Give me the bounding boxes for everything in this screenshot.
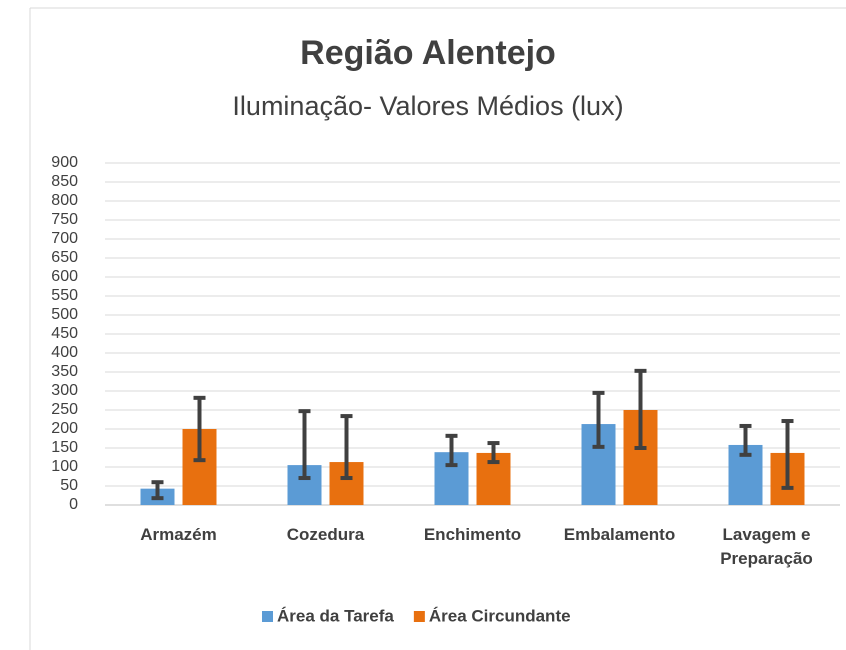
- x-tick-label: Embalamento: [563, 525, 676, 544]
- y-tick-label: 350: [51, 363, 78, 380]
- y-tick-label: 800: [51, 192, 78, 209]
- x-tick-label: Enchimento: [423, 525, 522, 544]
- x-tick-label: Lavagem e Preparação: [720, 525, 813, 568]
- y-tick-label: 50: [60, 477, 78, 494]
- error-bar: [781, 419, 794, 490]
- y-tick-label: 900: [51, 154, 78, 171]
- error-bar: [487, 441, 500, 465]
- y-tick-label: 250: [51, 401, 78, 418]
- error-bar: [193, 395, 206, 463]
- error-bar: [739, 423, 752, 457]
- chart-subtitle: Iluminação- Valores Médios (lux): [232, 91, 623, 121]
- y-tick-label: 400: [51, 344, 78, 361]
- y-tick-label: 0: [69, 496, 78, 513]
- y-tick-label: 750: [51, 211, 78, 228]
- y-tick-label: 450: [51, 325, 78, 342]
- error-bar: [634, 368, 647, 450]
- chart-title: Região Alentejo: [300, 34, 556, 72]
- y-tick-label: 500: [51, 306, 78, 323]
- y-tick-label: 300: [51, 382, 78, 399]
- y-tick-label: 650: [51, 249, 78, 266]
- y-tick-label: 600: [51, 268, 78, 285]
- y-tick-label: 100: [51, 458, 78, 475]
- legend-label: Área da Tarefa: [277, 606, 394, 625]
- y-tick-label: 700: [51, 230, 78, 247]
- legend-swatch: [413, 611, 425, 622]
- error-bar: [592, 390, 605, 449]
- error-bar: [340, 414, 353, 481]
- y-tick-label: 150: [51, 439, 78, 456]
- error-bar: [298, 409, 311, 481]
- error-bar: [151, 480, 164, 501]
- x-tick-label: Cozedura: [286, 525, 365, 544]
- y-tick-label: 850: [51, 173, 78, 190]
- y-tick-label: 200: [51, 420, 78, 437]
- legend-swatch: [262, 611, 273, 622]
- x-tick-label: Armazém: [140, 525, 217, 544]
- legend-label: Área Circundante: [429, 606, 571, 625]
- y-tick-label: 550: [51, 287, 78, 304]
- error-bar: [445, 433, 458, 468]
